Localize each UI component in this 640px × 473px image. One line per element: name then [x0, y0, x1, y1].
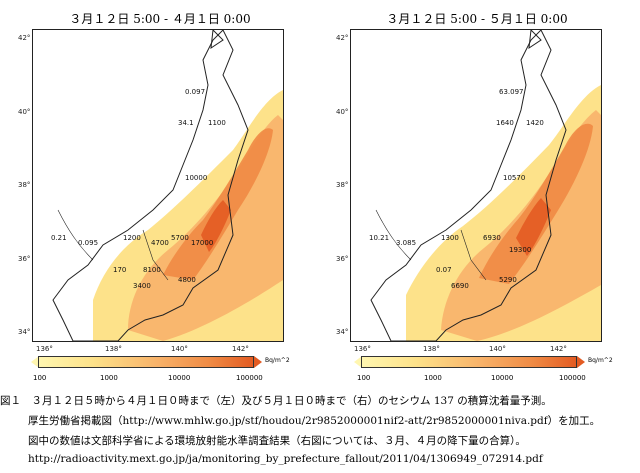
- deposition-zone-peak: [516, 198, 551, 256]
- deposition-zone-high: [479, 123, 593, 285]
- prefecture-border: [460, 229, 487, 281]
- right-tick-10000: 10000: [491, 374, 514, 382]
- left-tick-100000: 100000: [236, 374, 263, 382]
- obs-value: 0.095: [78, 239, 98, 247]
- obs-value: 3400: [133, 282, 151, 290]
- right-map-title: ３月１２日 5:00 - ５月１日 0:00: [386, 12, 568, 26]
- left-lat-38: 38°: [18, 181, 31, 189]
- obs-value: 1420: [526, 119, 544, 127]
- right-colorbar: [361, 356, 577, 368]
- deposition-zone-peak: [201, 200, 231, 252]
- left-colorbar-arrow-right: [254, 356, 262, 368]
- right-lat-40: 40°: [336, 108, 349, 116]
- coastline-hokkaido: [210, 30, 224, 50]
- prefecture-border: [57, 209, 94, 261]
- caption-line-1: 図１ ３月１２日５時から４月１日０時まで（左）及び５月１日０時まで（右）のセシウ…: [0, 395, 552, 407]
- obs-value: 17000: [191, 239, 213, 247]
- obs-value: 10.21: [369, 234, 389, 242]
- obs-value: 6690: [451, 282, 469, 290]
- obs-value: 8100: [143, 266, 161, 274]
- right-lat-42: 42°: [336, 34, 349, 42]
- left-lat-36: 36°: [18, 255, 31, 263]
- left-lon-140: 140°: [171, 345, 188, 353]
- prefecture-border: [142, 229, 169, 281]
- obs-value: 0.097: [185, 88, 205, 96]
- obs-value: 1640: [496, 119, 514, 127]
- right-tick-1000: 1000: [424, 374, 442, 382]
- obs-value: 4800: [178, 276, 196, 284]
- left-colorbar-unit: Bq/m^2: [265, 357, 290, 364]
- deposition-zone-high: [163, 128, 273, 280]
- obs-value: 10570: [503, 174, 525, 182]
- obs-value: 0.21: [51, 234, 67, 242]
- obs-value: 1100: [208, 119, 226, 127]
- left-map-title: ３月１２日 5:00 - ４月１日 0:00: [69, 12, 251, 26]
- left-colorbar: [38, 356, 254, 368]
- obs-value: 3.085: [396, 239, 416, 247]
- left-tick-1000: 1000: [100, 374, 118, 382]
- coastline-honshu: [52, 30, 249, 341]
- right-colorbar-arrow-right: [577, 356, 585, 368]
- obs-value: 34.1: [178, 119, 194, 127]
- right-lon-140: 140°: [489, 345, 506, 353]
- obs-value: 5700: [171, 234, 189, 242]
- obs-value: 1200: [123, 234, 141, 242]
- left-tick-100: 100: [33, 374, 47, 382]
- obs-value: 10000: [185, 174, 207, 182]
- coastline-honshu: [370, 30, 567, 341]
- left-tick-10000: 10000: [168, 374, 191, 382]
- obs-value: 5290: [499, 276, 517, 284]
- right-lat-34: 34°: [336, 328, 349, 336]
- left-lat-42: 42°: [18, 34, 31, 42]
- obs-value: 4700: [151, 239, 169, 247]
- right-lon-138: 138°: [423, 345, 440, 353]
- caption-line-3: 図中の数値は文部科学省による環境放射能水準調査結果（右図については、３月、４月の…: [28, 435, 526, 447]
- right-colorbar-unit: Bq/m^2: [588, 357, 613, 364]
- obs-value: 170: [113, 266, 126, 274]
- right-lon-136: 136°: [354, 345, 371, 353]
- right-tick-100000: 100000: [559, 374, 586, 382]
- left-lon-138: 138°: [105, 345, 122, 353]
- right-colorbar-arrow-left: [354, 356, 362, 368]
- right-tick-100: 100: [357, 374, 371, 382]
- prefecture-border: [375, 209, 412, 261]
- obs-value: 19300: [509, 246, 531, 254]
- left-lon-136: 136°: [36, 345, 53, 353]
- left-lat-34: 34°: [18, 328, 31, 336]
- caption-line-4: http://radioactivity.mext.go.jp/ja/monit…: [28, 453, 543, 465]
- obs-value: 0.07: [436, 266, 452, 274]
- obs-value: 63.097: [499, 88, 524, 96]
- right-lat-36: 36°: [336, 255, 349, 263]
- coastline-hokkaido: [528, 30, 542, 50]
- left-deposition-map: 0.097 34.1 1100 10000 1200 0.21 0.095 47…: [32, 29, 284, 342]
- left-lon-142: 142°: [232, 345, 249, 353]
- right-deposition-map: 63.097 1640 1420 10570 1300 10.21 3.085 …: [350, 29, 602, 342]
- left-colorbar-arrow-left: [31, 356, 39, 368]
- caption-line-2: 厚生労働省掲載図（http://www.mhlw.go.jp/stf/houdo…: [28, 415, 601, 427]
- right-lon-142: 142°: [550, 345, 567, 353]
- left-lat-40: 40°: [18, 108, 31, 116]
- obs-value: 1300: [441, 234, 459, 242]
- obs-value: 6930: [483, 234, 501, 242]
- right-lat-38: 38°: [336, 181, 349, 189]
